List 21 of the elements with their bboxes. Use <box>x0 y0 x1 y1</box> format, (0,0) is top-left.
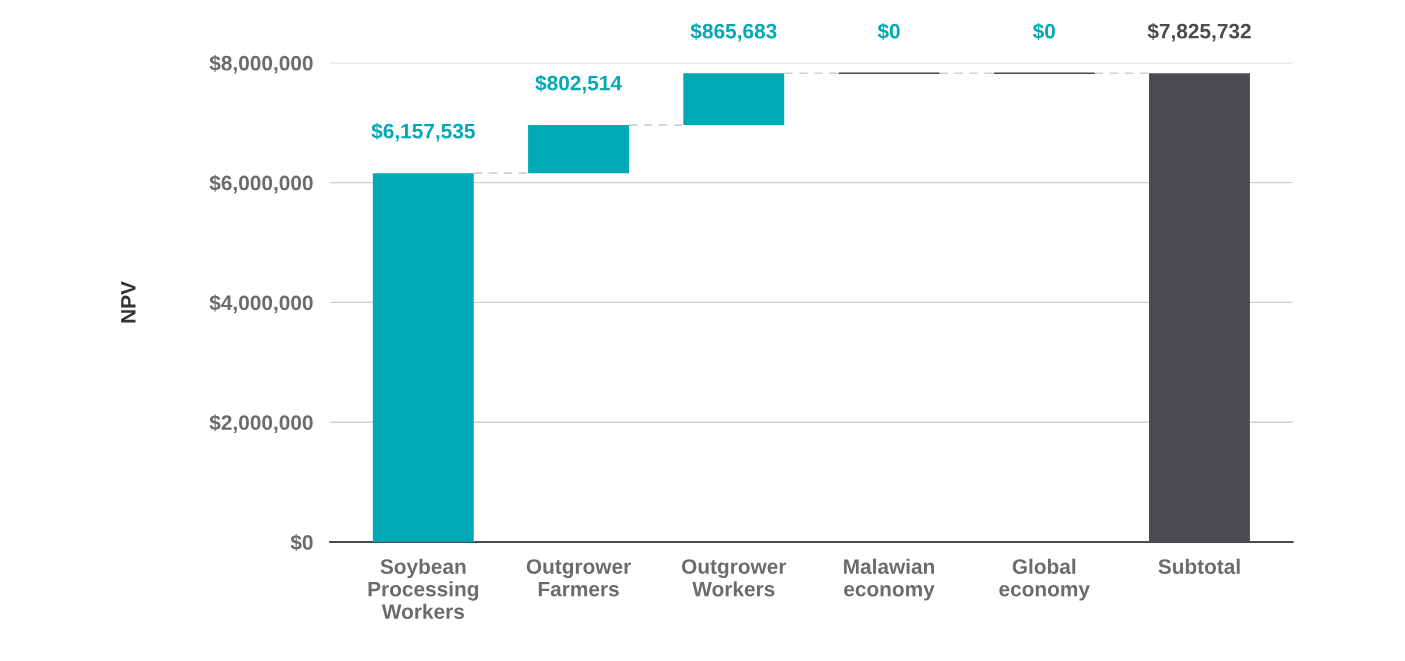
x-tick-label: Global economy <box>999 558 1090 601</box>
x-tick-label: Malawian economy <box>844 558 935 601</box>
bar <box>528 125 629 174</box>
y-tick-label: $4,000,000 <box>209 294 313 314</box>
x-tick-label: Outgrower Workers <box>681 559 787 597</box>
y-axis-title: NPV <box>121 281 136 323</box>
data-label: $0 <box>877 22 900 40</box>
x-tick-label: Outgrower Farmers <box>526 559 631 597</box>
data-label: $0 <box>1032 22 1055 40</box>
data-label: $6,157,535 <box>371 122 475 142</box>
data-label: $7,825,732 <box>1147 22 1251 42</box>
y-tick-label: $8,000,000 <box>209 54 313 74</box>
y-tick-label: $2,000,000 <box>209 414 313 433</box>
x-tick-label: Soybean Processing Workers <box>368 558 479 619</box>
x-tick-label: Subtotal <box>1158 558 1240 574</box>
data-label: $802,514 <box>535 74 622 94</box>
data-label: $865,683 <box>690 22 777 42</box>
y-tick-label: $6,000,000 <box>209 174 313 194</box>
bar <box>372 173 474 543</box>
bar <box>683 73 785 126</box>
y-tick-label: $0 <box>290 534 313 552</box>
